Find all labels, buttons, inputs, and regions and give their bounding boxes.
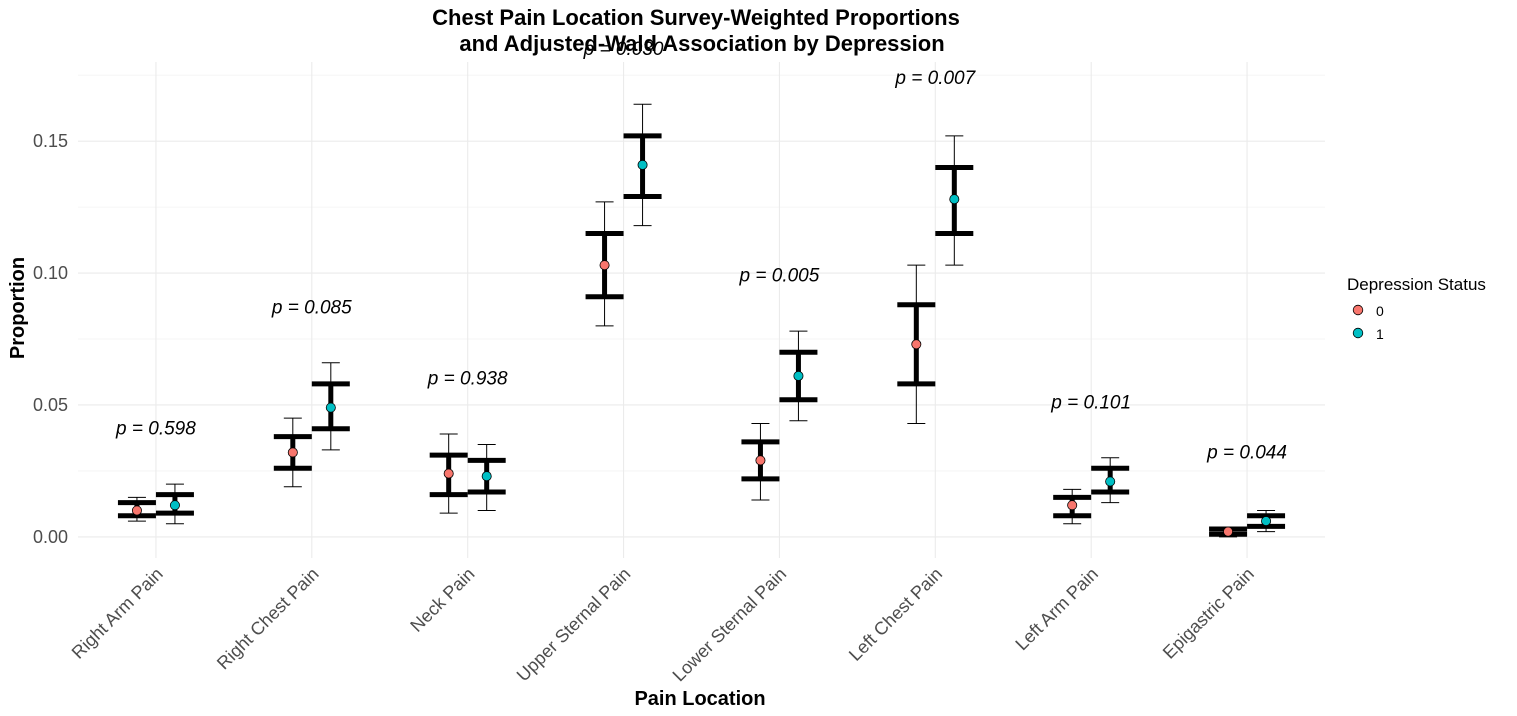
point-1-0 [169, 500, 180, 511]
point-0-3 [599, 260, 610, 271]
chart-title-line-1: Chest Pain Location Survey-Weighted Prop… [432, 5, 960, 30]
point-1-4 [793, 370, 804, 381]
p-value-label-0: p = 0.598 [115, 419, 196, 440]
x-tick-label-3: Upper Sternal Pain [513, 564, 635, 686]
p-value-label-1: p = 0.085 [271, 297, 352, 318]
y-tick-label-0: 0.00 [33, 527, 68, 547]
legend-key-0 [1352, 304, 1364, 316]
data-points [131, 159, 1272, 537]
p-value-label-3: p = 0.030 [583, 39, 664, 60]
p-value-label-5: p = 0.007 [894, 68, 976, 89]
p-value-label-7: p = 0.044 [1206, 442, 1287, 463]
x-tick-label-4: Lower Sternal Pain [669, 564, 791, 686]
x-tick-label-6: Left Arm Pain [1011, 564, 1102, 655]
x-tick-label-2: Neck Pain [406, 564, 478, 636]
x-axis-title: Pain Location [634, 688, 765, 710]
point-0-0 [131, 505, 142, 516]
legend-key-1 [1352, 327, 1364, 339]
legend-label-1: 1 [1376, 326, 1384, 342]
point-0-4 [755, 455, 766, 466]
grid [78, 62, 1325, 558]
point-1-5 [949, 194, 960, 205]
point-1-3 [637, 159, 648, 170]
point-0-1 [287, 447, 298, 458]
legend: Depression Status 0 1 [1347, 275, 1486, 342]
x-tick-label-5: Left Chest Pain [845, 564, 946, 665]
point-1-1 [325, 402, 336, 413]
legend-title: Depression Status [1347, 275, 1486, 294]
x-tick-label-0: Right Arm Pain [68, 564, 167, 663]
point-0-2 [443, 468, 454, 479]
p-value-label-6: p = 0.101 [1050, 392, 1131, 413]
p-value-label-4: p = 0.005 [739, 266, 820, 287]
point-1-7 [1261, 516, 1272, 527]
point-0-5 [911, 339, 922, 350]
y-tick-label-1: 0.05 [33, 395, 68, 415]
ci-1-0 [155, 483, 194, 525]
p-value-label-2: p = 0.938 [427, 369, 508, 390]
chart-title-line-2: and Adjusted-Wald Association by Depress… [459, 31, 944, 56]
y-axis-title: Proportion [7, 257, 29, 359]
p-value-annotations: p = 0.598 p = 0.085 p = 0.938 p = 0.030 p = … [115, 39, 1287, 464]
point-0-7 [1223, 526, 1234, 537]
x-tick-label-7: Epigastric Pain [1159, 564, 1258, 663]
point-1-2 [481, 471, 492, 482]
point-1-6 [1105, 476, 1116, 487]
x-tick-label-1: Right Chest Pain [213, 564, 323, 674]
y-tick-label-2: 0.10 [33, 263, 68, 283]
y-tick-label-3: 0.15 [33, 131, 68, 151]
point-0-6 [1067, 500, 1078, 511]
confidence-intervals [117, 103, 1286, 538]
legend-label-0: 0 [1376, 303, 1384, 319]
